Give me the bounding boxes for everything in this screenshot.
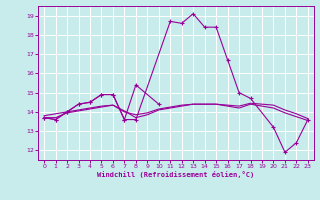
- X-axis label: Windchill (Refroidissement éolien,°C): Windchill (Refroidissement éolien,°C): [97, 171, 255, 178]
